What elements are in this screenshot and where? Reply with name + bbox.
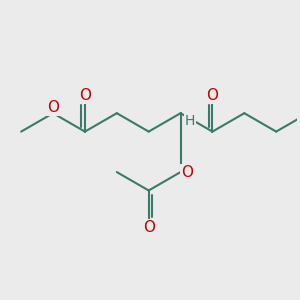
Text: O: O	[47, 100, 59, 115]
Text: O: O	[79, 88, 91, 104]
Text: O: O	[206, 88, 218, 104]
Text: H: H	[184, 114, 195, 128]
Text: O: O	[181, 165, 193, 180]
Text: O: O	[143, 220, 155, 235]
